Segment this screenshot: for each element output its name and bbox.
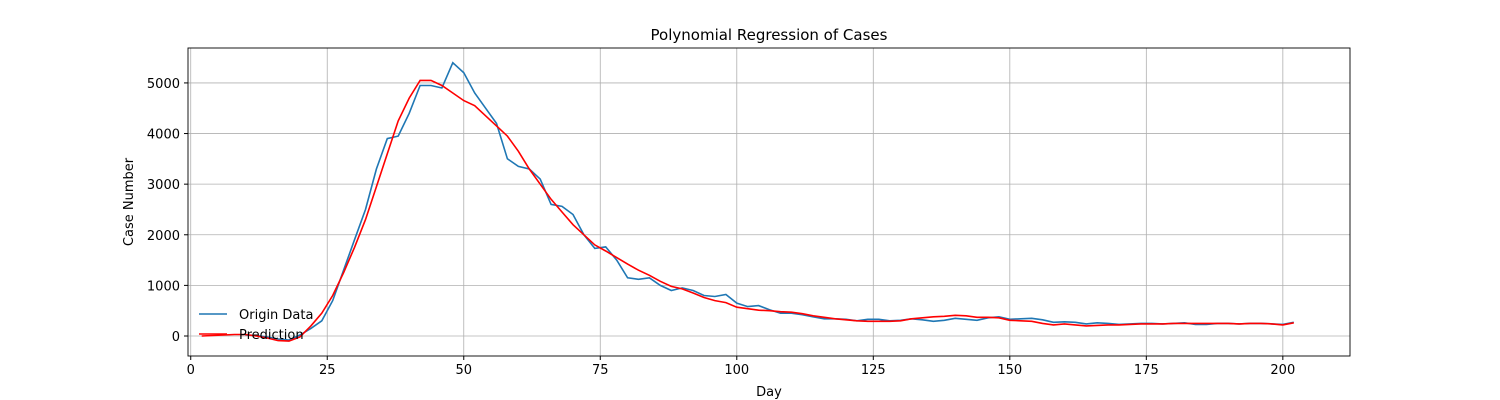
data-line [201,79,1294,342]
y-tick-label: 1000 [147,279,180,294]
y-tick-label: 4000 [147,128,180,143]
y-axis-label: Case Number [122,157,137,246]
plot-frame [187,47,1351,357]
chart-title: Polynomial Regression of Cases [651,26,888,44]
x-tick-label: 25 [319,363,336,378]
x-axis-label: Day [756,385,782,400]
x-tick-label: 75 [592,363,609,378]
x-tick-label: 100 [724,363,749,378]
y-tick-label: 2000 [147,229,180,244]
x-tick-label: 0 [187,363,195,378]
legend-label: Origin Data [239,308,313,323]
legend-label: Prediction [239,328,304,343]
x-tick-label: 175 [1134,363,1159,378]
x-tick-label: 150 [997,363,1022,378]
y-tick-label: 0 [172,330,180,345]
x-tick-label: 50 [455,363,472,378]
x-tick-label: 200 [1270,363,1295,378]
x-tick-label: 125 [861,363,886,378]
y-tick-label: 5000 [147,77,180,92]
y-tick-label: 3000 [147,178,180,193]
data-line [245,61,1294,341]
